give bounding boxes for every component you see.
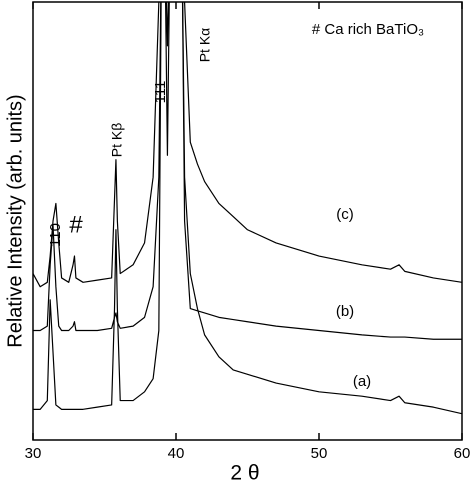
plot-frame (32, 1, 463, 441)
x-axis-label: 2 θ (230, 462, 259, 485)
annotation: Pt Kβ (109, 123, 125, 158)
plot-area (33, 2, 462, 415)
annotation: (a) (353, 373, 371, 390)
annotation: 111 (152, 81, 169, 104)
x-tick-label: 60 (454, 445, 471, 462)
x-tick-label: 30 (25, 445, 42, 462)
y-axis-label: Relative Intensity (arb. units) (4, 94, 26, 347)
annotation: # (69, 211, 83, 238)
annotation: (b) (336, 303, 354, 320)
x-tick-label: 40 (168, 445, 185, 462)
annotation: # Ca rich BaTiO₃ (312, 21, 424, 38)
annotation: (c) (336, 206, 354, 223)
annotation: 110 (47, 223, 64, 247)
data-line (33, 2, 462, 340)
x-tick-label: 50 (311, 445, 328, 462)
data-line (33, 2, 462, 415)
annotation: Pt Kα (197, 28, 213, 63)
data-line (33, 2, 462, 288)
